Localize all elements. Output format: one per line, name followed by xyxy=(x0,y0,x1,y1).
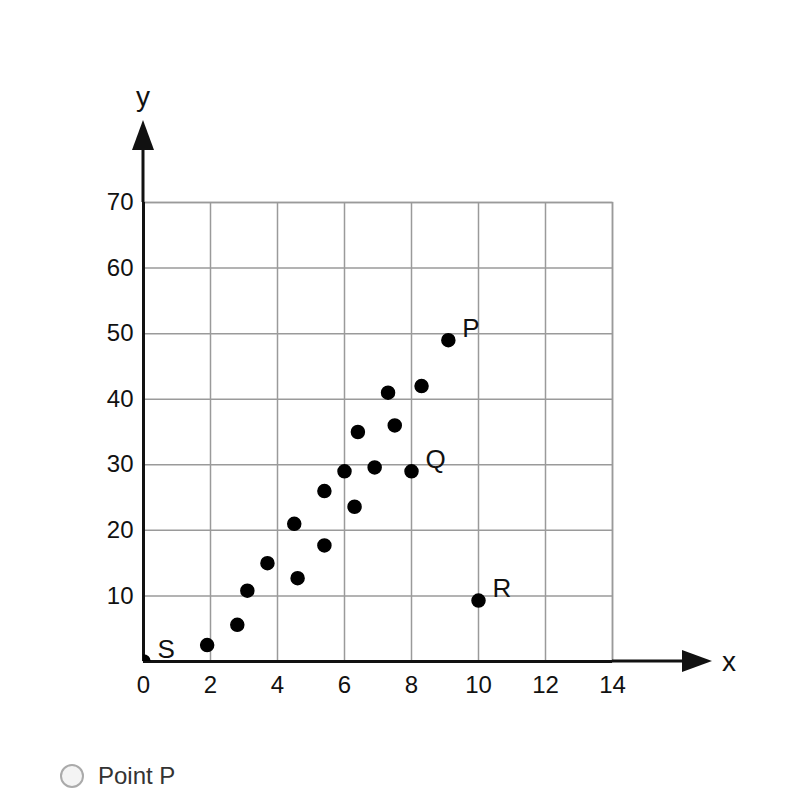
svg-text:14: 14 xyxy=(599,671,626,698)
svg-text:10: 10 xyxy=(107,582,134,609)
svg-text:S: S xyxy=(158,634,175,664)
html-text:Point P: Point P xyxy=(98,762,176,789)
svg-text:50: 50 xyxy=(107,319,134,346)
svg-text:12: 12 xyxy=(532,671,559,698)
svg-text:2: 2 xyxy=(204,671,217,698)
svg-text:0: 0 xyxy=(137,671,150,698)
svg-text:Q: Q xyxy=(426,444,446,474)
svg-text:20: 20 xyxy=(107,516,134,543)
svg-text:40: 40 xyxy=(107,385,134,412)
svg-text:60: 60 xyxy=(107,254,134,281)
svg-text:P: P xyxy=(462,313,479,343)
svg-text:x: x xyxy=(722,646,736,677)
svg-text:4: 4 xyxy=(271,671,284,698)
svg-text:10: 10 xyxy=(465,671,492,698)
svg-text:y: y xyxy=(136,81,150,112)
svg-text:70: 70 xyxy=(107,188,134,215)
svg-text:R: R xyxy=(493,573,512,603)
svg-text:30: 30 xyxy=(107,450,134,477)
svg-text:8: 8 xyxy=(405,671,418,698)
svg-text:6: 6 xyxy=(338,671,351,698)
